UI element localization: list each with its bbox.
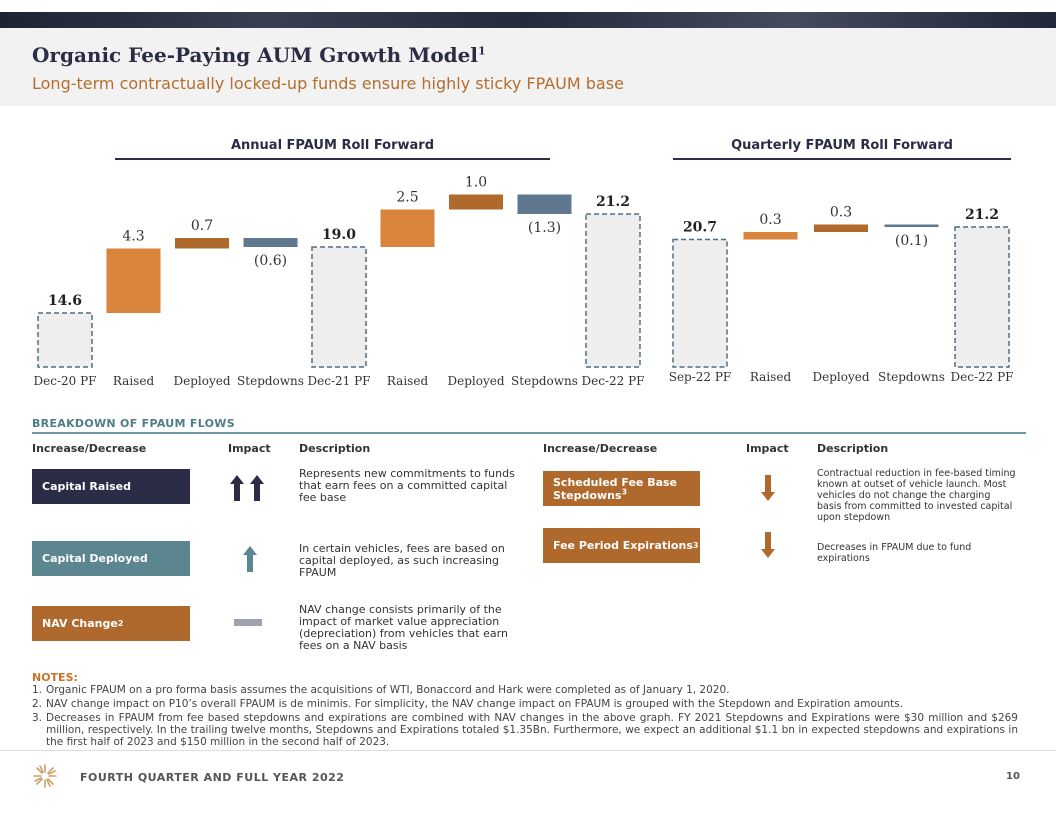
annual-data-label-6: 2.5 bbox=[396, 190, 418, 206]
scheduled-stepdowns-box: Scheduled Fee Base Stepdowns3 bbox=[543, 471, 700, 506]
double-up-arrow-icon bbox=[230, 475, 264, 501]
right-header-increase: Increase/Decrease bbox=[543, 442, 658, 455]
capital-raised-description: Represents new commitments to funds that… bbox=[299, 467, 515, 504]
quarterly-chart-rule bbox=[673, 158, 1011, 160]
left-header-impact: Impact bbox=[228, 442, 271, 455]
annual-category-label-4: Stepdowns bbox=[237, 374, 304, 388]
starburst-logo-icon bbox=[33, 764, 57, 788]
quarterly-bar-2 bbox=[743, 232, 798, 240]
annual-category-label-9: Dec-22 PF bbox=[582, 374, 645, 388]
annual-bar-4 bbox=[243, 238, 298, 247]
stepdowns-description: Contractual reduction in fee-based timin… bbox=[817, 468, 1016, 523]
annual-bar-5 bbox=[311, 246, 367, 368]
fee-period-expirations-box: Fee Period Expirations 3 bbox=[543, 528, 700, 563]
quarterly-bar-5 bbox=[954, 226, 1010, 368]
quarterly-data-label-1: 20.7 bbox=[683, 220, 717, 236]
quarterly-bar-3 bbox=[814, 224, 868, 232]
annual-bar-1 bbox=[37, 312, 93, 368]
annual-data-label-2: 4.3 bbox=[122, 229, 144, 245]
capital-deployed-description: In certain vehicles, fees are based on c… bbox=[299, 542, 505, 579]
quarterly-chart-title: Quarterly FPAUM Roll Forward bbox=[731, 138, 953, 153]
quarterly-category-label-5: Dec-22 PF bbox=[951, 370, 1014, 384]
quarterly-bar-1 bbox=[672, 238, 728, 368]
annual-category-label-1: Dec-20 PF bbox=[34, 374, 97, 388]
up-arrow-icon bbox=[243, 546, 257, 572]
nav-change-description: NAV change consists primarily of the imp… bbox=[299, 603, 508, 652]
page-title: Organic Fee-Paying AUM Growth Model1 bbox=[32, 43, 486, 67]
quarterly-category-label-4: Stepdowns bbox=[878, 370, 945, 384]
annual-data-label-8: (1.3) bbox=[528, 220, 561, 236]
stepdowns-footnote: 3 bbox=[621, 486, 628, 496]
right-header-description: Description bbox=[817, 442, 889, 455]
annual-data-label-9: 21.2 bbox=[596, 194, 630, 210]
notes-title: NOTES: bbox=[32, 671, 78, 684]
quarterly-category-label-2: Raised bbox=[750, 370, 792, 384]
dash-icon bbox=[234, 619, 262, 626]
annual-data-label-3: 0.7 bbox=[191, 218, 213, 234]
annual-category-label-5: Dec-21 PF bbox=[308, 374, 371, 388]
annual-category-label-3: Deployed bbox=[173, 374, 230, 388]
quarterly-category-label-1: Sep-22 PF bbox=[669, 370, 732, 384]
annual-chart-title: Annual FPAUM Roll Forward bbox=[230, 138, 435, 153]
header-band bbox=[0, 28, 1056, 106]
page-subtitle: Long-term contractually locked-up funds … bbox=[32, 74, 624, 93]
annual-bar-9 bbox=[585, 213, 641, 368]
annual-data-label-5: 19.0 bbox=[322, 227, 356, 243]
annual-bar-3 bbox=[175, 238, 229, 249]
note-1: 1. Organic FPAUM on a pro forma basis ass… bbox=[32, 684, 730, 696]
breakdown-title: BREAKDOWN OF FPAUM FLOWS bbox=[32, 417, 235, 430]
footer-rule bbox=[0, 750, 1056, 751]
note-3: 3. Decreases in FPAUM from fee based step… bbox=[32, 712, 1018, 748]
annual-bar-2 bbox=[106, 248, 161, 313]
title-footnote: 1 bbox=[477, 44, 486, 58]
capital-raised-box: Capital Raised bbox=[32, 469, 190, 504]
annual-bar-8 bbox=[517, 194, 572, 214]
footer-text: FOURTH QUARTER AND FULL YEAR 2022 bbox=[80, 771, 345, 784]
quarterly-bar-4 bbox=[884, 224, 939, 227]
capital-deployed-box: Capital Deployed bbox=[32, 541, 190, 576]
expirations-description: Decreases in FPAUM due to fund expiratio… bbox=[817, 542, 972, 564]
quarterly-data-label-2: 0.3 bbox=[759, 212, 781, 228]
down-arrow-icon bbox=[761, 475, 775, 501]
left-header-description: Description bbox=[299, 442, 371, 455]
page-number: 10 bbox=[1006, 771, 1020, 782]
quarterly-category-label-3: Deployed bbox=[812, 370, 869, 384]
down-arrow-icon bbox=[761, 532, 775, 558]
annual-category-label-8: Stepdowns bbox=[511, 374, 578, 388]
annual-data-label-7: 1.0 bbox=[465, 175, 487, 191]
note-2: 2. NAV change impact on P10’s overall FPA… bbox=[32, 698, 904, 710]
top-banner bbox=[0, 12, 1056, 28]
right-header-impact: Impact bbox=[746, 442, 789, 455]
annual-category-label-7: Deployed bbox=[447, 374, 504, 388]
annual-bar-7 bbox=[449, 194, 503, 210]
left-header-increase: Increase/Decrease bbox=[32, 442, 147, 455]
annual-bar-6 bbox=[380, 209, 435, 247]
quarterly-data-label-4: (0.1) bbox=[895, 233, 928, 249]
nav-change-box: NAV Change 2 bbox=[32, 606, 190, 641]
annual-category-label-2: Raised bbox=[113, 374, 155, 388]
annual-category-label-6: Raised bbox=[387, 374, 429, 388]
quarterly-data-label-3: 0.3 bbox=[830, 205, 852, 221]
annual-chart-rule bbox=[115, 158, 550, 160]
breakdown-rule bbox=[32, 432, 1026, 434]
annual-data-label-1: 14.6 bbox=[48, 293, 82, 309]
fpaum-charts: 14.6 Dec-20 PF 4.3 Raised 0.7 Deployed (0.6) St… bbox=[34, 175, 1014, 389]
quarterly-data-label-5: 21.2 bbox=[965, 207, 999, 223]
annual-data-label-4: (0.6) bbox=[254, 253, 287, 269]
